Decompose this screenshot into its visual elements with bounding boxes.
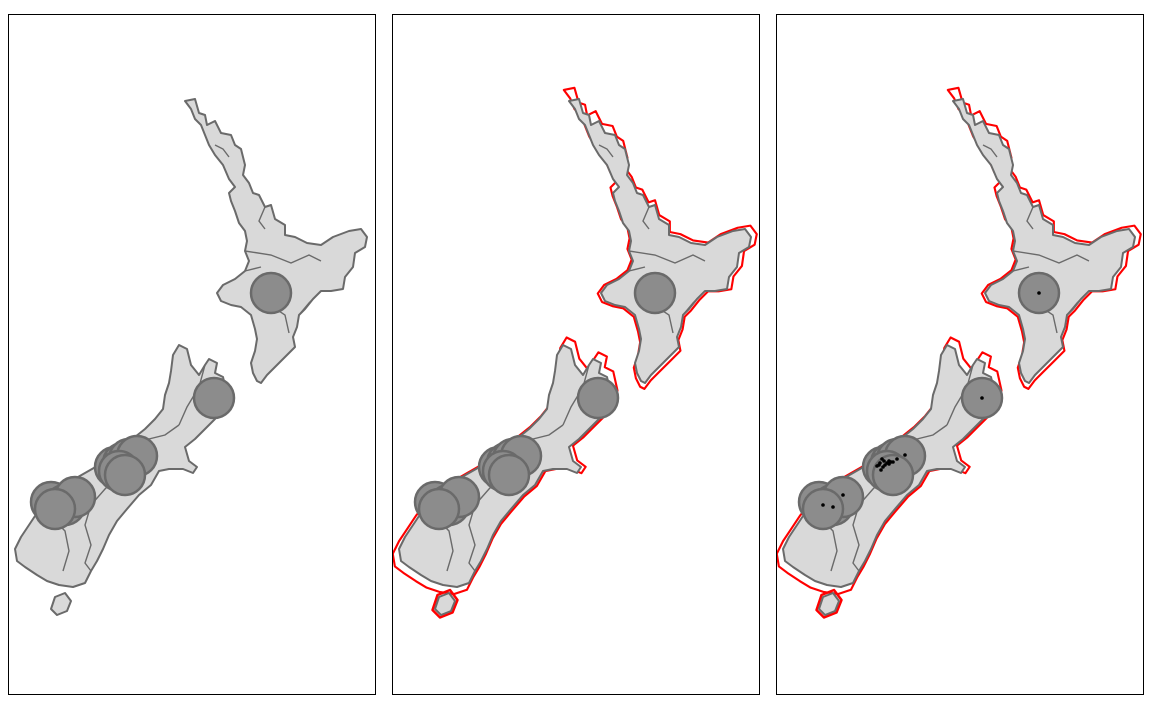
region-boundary xyxy=(468,474,504,572)
sample-point xyxy=(895,457,899,461)
region-boundary xyxy=(214,144,230,158)
sample-point xyxy=(841,493,845,497)
buffer-circle xyxy=(249,271,293,315)
buffer-circle xyxy=(633,271,677,315)
sample-point xyxy=(887,459,891,463)
region-boundary xyxy=(1026,206,1034,230)
region-boundary xyxy=(982,144,998,158)
buffer-circle xyxy=(192,376,236,420)
buffer-circle xyxy=(871,453,915,497)
north-island xyxy=(568,98,752,384)
region-boundary xyxy=(628,250,706,264)
buffer-circle xyxy=(576,376,620,420)
sample-point xyxy=(980,396,984,400)
buffer-circle xyxy=(487,453,531,497)
north-island xyxy=(184,98,368,384)
stewart-island xyxy=(818,592,840,616)
north-island xyxy=(952,98,1136,384)
stewart-island xyxy=(434,592,456,616)
region-boundary xyxy=(1012,266,1030,272)
region-boundary xyxy=(244,250,322,264)
map-svg-3 xyxy=(777,86,1142,619)
region-boundary xyxy=(1066,290,1090,316)
sample-point xyxy=(903,453,907,457)
sample-point xyxy=(1037,291,1041,295)
buffer-circle xyxy=(33,487,77,531)
map-svg-2 xyxy=(393,86,758,619)
region-boundary xyxy=(1012,250,1090,264)
map-svg-1 xyxy=(14,98,368,616)
map-panel-1 xyxy=(8,14,376,695)
region-boundary xyxy=(298,290,322,316)
buffer-circle xyxy=(417,487,461,531)
region-boundary xyxy=(852,474,888,572)
region-boundary xyxy=(244,266,262,272)
region-boundary xyxy=(258,206,266,230)
buffer-stewart-island xyxy=(815,588,843,619)
region-boundary xyxy=(598,144,614,158)
region-boundary xyxy=(642,206,650,230)
region-boundary xyxy=(628,266,646,272)
stewart-island xyxy=(50,592,72,616)
sample-point xyxy=(877,463,881,467)
region-boundary xyxy=(682,290,706,316)
sample-point xyxy=(879,468,883,472)
sample-point xyxy=(891,460,895,464)
region-boundary xyxy=(84,474,120,572)
buffer-circle xyxy=(801,487,845,531)
sample-point xyxy=(831,505,835,509)
sample-point xyxy=(880,457,884,461)
map-panel-2 xyxy=(392,14,760,695)
buffer-stewart-island xyxy=(431,588,459,619)
map-panel-3 xyxy=(776,14,1144,695)
sample-point xyxy=(821,503,825,507)
buffer-circle xyxy=(103,453,147,497)
